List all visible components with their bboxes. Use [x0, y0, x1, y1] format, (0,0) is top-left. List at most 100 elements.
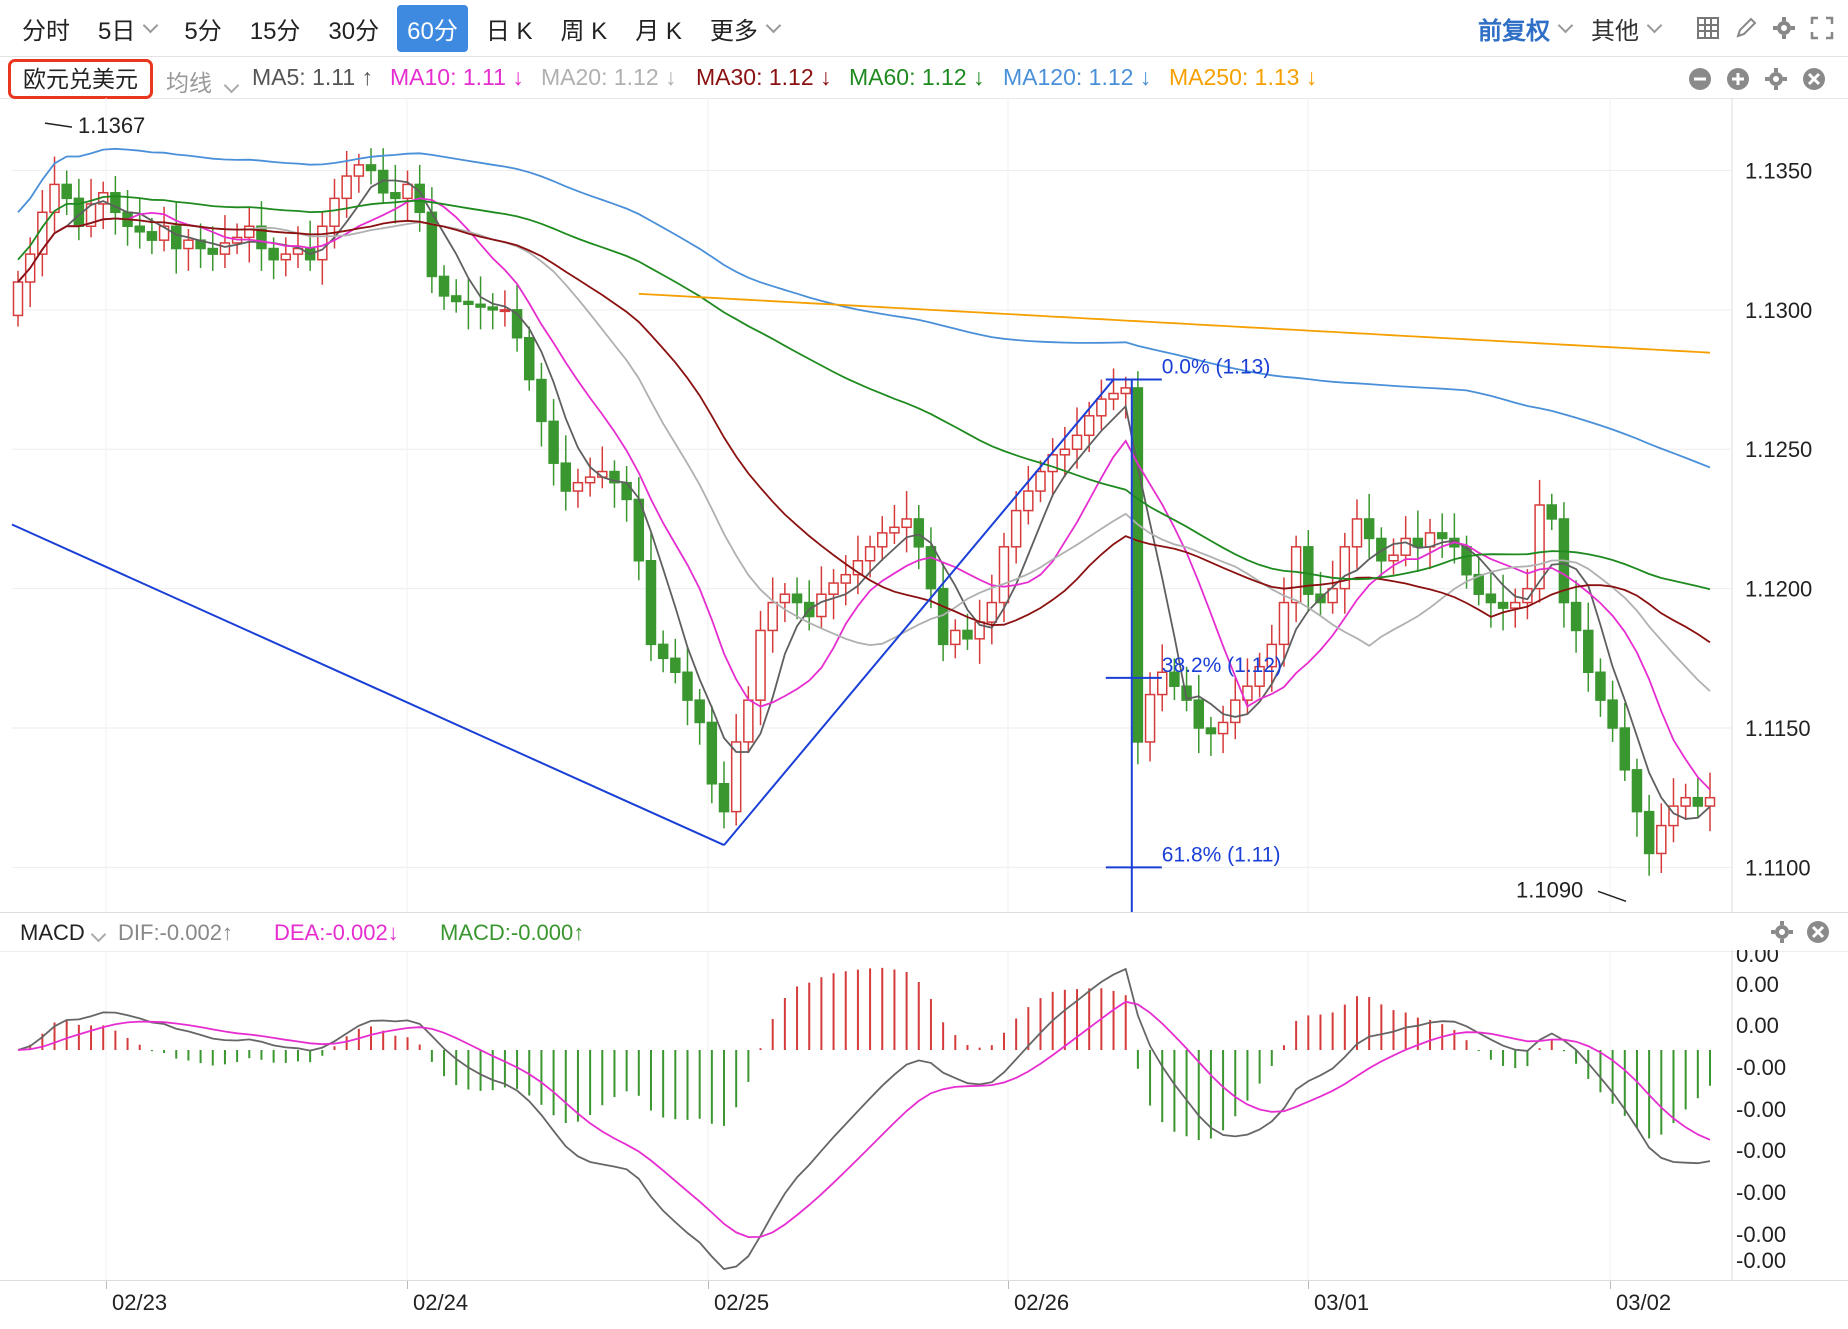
fullscreen-icon[interactable] [1810, 16, 1834, 40]
candle-body [1303, 546, 1314, 595]
candle [864, 535, 876, 578]
candle-body [280, 253, 292, 261]
candle-body [718, 783, 730, 813]
candle [1546, 493, 1558, 531]
macd-y-label: -0.00 [1736, 1180, 1786, 1205]
candle [438, 265, 450, 310]
candle [499, 290, 511, 327]
candle [402, 170, 413, 221]
candle [1424, 518, 1436, 570]
settings-gear-icon[interactable] [1772, 16, 1796, 40]
candle [572, 468, 584, 508]
macd-chart[interactable]: 0.000.000.00-0.00-0.00-0.00-0.00-0.00-0.… [0, 950, 1848, 1280]
gear-icon[interactable] [1764, 67, 1788, 91]
candle [645, 532, 657, 662]
tab-6[interactable]: 日 K [476, 5, 543, 52]
candle [889, 505, 900, 545]
candle [1339, 532, 1351, 614]
other-dropdown[interactable]: 其他 [1591, 11, 1663, 46]
tab-0[interactable]: 分时 [12, 5, 80, 52]
candle [1108, 368, 1119, 411]
tab-9[interactable]: 更多 [700, 5, 789, 52]
candle [1144, 672, 1156, 762]
candle [913, 505, 925, 570]
candle [730, 714, 742, 826]
avg-line-dropdown[interactable]: 均线 [166, 64, 240, 98]
candle [1534, 479, 1545, 603]
candle-body [244, 225, 255, 239]
candle-body [901, 518, 912, 529]
candle [633, 477, 645, 581]
candlestick-chart[interactable]: 1.1100 1.1150 1.1200 1.1250 1.1300 1.1350 0.0%… [0, 98, 1848, 912]
candle [244, 206, 255, 263]
candle-body [1132, 387, 1144, 743]
symbol-badge[interactable]: 欧元兑美元 [8, 59, 153, 99]
tab-2[interactable]: 5分 [174, 5, 231, 52]
candle [1509, 588, 1521, 628]
candle [718, 761, 730, 829]
candle-body [657, 643, 669, 660]
candle-body [377, 169, 389, 194]
tab-1[interactable]: 5日 [88, 5, 166, 52]
candle-body [998, 546, 1010, 604]
candle-body [828, 582, 839, 595]
candle [877, 516, 888, 561]
macd-dropdown[interactable]: MACD [20, 920, 107, 946]
candle-body [487, 306, 498, 311]
y-tick-label: 1.1100 [1745, 855, 1811, 880]
fib-label: 0.0% (1.13) [1162, 356, 1271, 379]
candle-body [645, 560, 657, 646]
candle [1156, 644, 1168, 712]
candle [1497, 574, 1509, 631]
candle-body [1570, 601, 1582, 632]
candle-body [110, 192, 121, 214]
candle [560, 435, 572, 511]
minus-circle-icon[interactable] [1688, 67, 1712, 91]
candle-body [1485, 593, 1497, 604]
candle-body [572, 481, 584, 492]
candle [1412, 510, 1424, 572]
candle [986, 574, 998, 645]
draw-pen-icon[interactable] [1734, 16, 1758, 40]
candle-body [1059, 448, 1071, 456]
candle-body [1108, 392, 1119, 400]
candle-body [524, 336, 535, 381]
candle-body [1035, 470, 1046, 492]
candle [1595, 658, 1606, 717]
candle-body [864, 546, 876, 562]
candle-body [1156, 671, 1168, 696]
candle-body [706, 721, 718, 785]
tab-4[interactable]: 30分 [318, 5, 389, 52]
candle-body [61, 183, 72, 200]
candle [816, 566, 827, 628]
dif-line [17, 967, 1711, 1270]
plus-circle-icon[interactable] [1726, 67, 1750, 91]
candle-body [1120, 387, 1131, 395]
candle [950, 619, 961, 659]
candle-body [341, 175, 352, 200]
candle-body [353, 164, 365, 177]
candle [609, 460, 620, 508]
macd-name: MACD [20, 920, 85, 945]
low-label: 1.1090 [1516, 877, 1583, 902]
adjust-dropdown[interactable]: 前复权 [1478, 11, 1574, 46]
candle [85, 178, 97, 238]
tab-7[interactable]: 周 K [551, 5, 618, 52]
candle [450, 279, 462, 313]
candle-body [1631, 769, 1643, 813]
grid-icon[interactable] [1696, 16, 1720, 40]
tab-3[interactable]: 15分 [240, 5, 311, 52]
macd-y-label: 0.00 [1736, 1013, 1779, 1038]
candle-body [1230, 699, 1241, 724]
tab-8[interactable]: 月 K [625, 5, 692, 52]
close-circle-icon[interactable] [1806, 920, 1830, 944]
macd-y-label: -0.00 [1736, 1222, 1786, 1247]
gear-icon[interactable] [1770, 920, 1794, 944]
candle [1692, 778, 1704, 818]
candle [706, 705, 718, 804]
candle-body [207, 247, 219, 255]
tab-5[interactable]: 60分 [397, 4, 468, 52]
candle-body [1217, 721, 1229, 735]
candle-body [1509, 601, 1521, 609]
close-circle-icon[interactable] [1802, 67, 1826, 91]
